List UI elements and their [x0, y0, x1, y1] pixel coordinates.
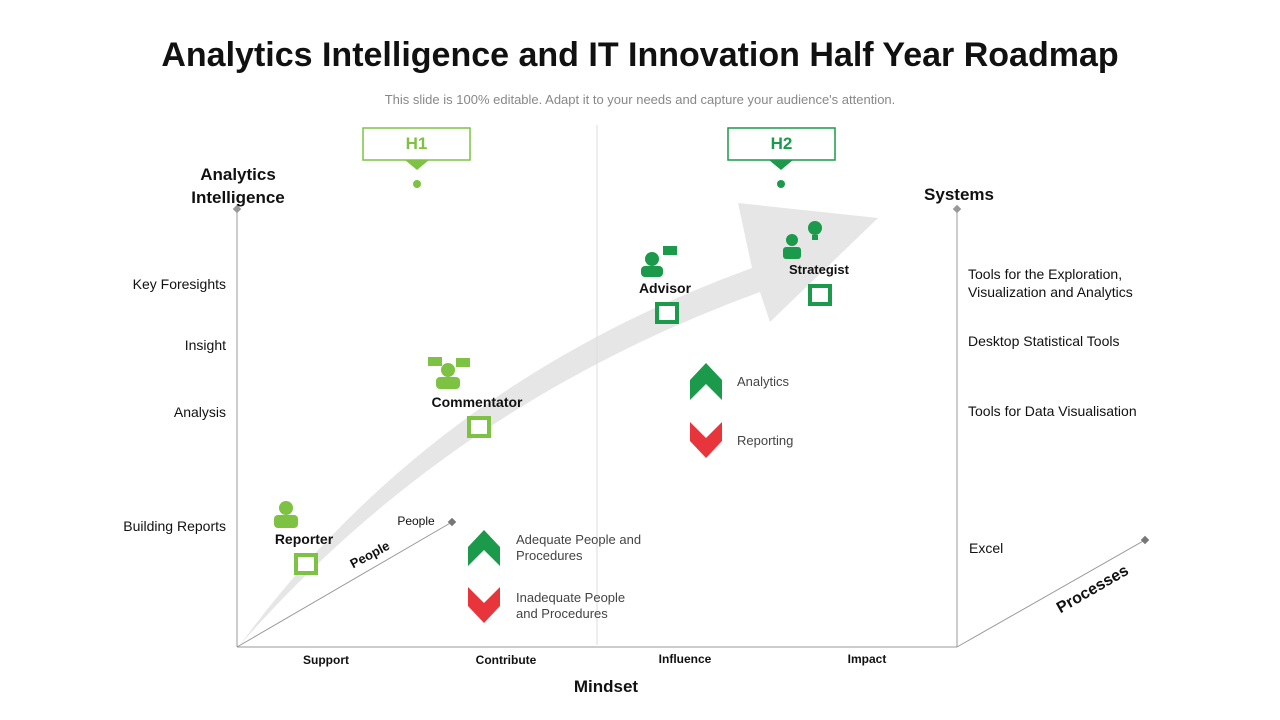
- h2-dot: [777, 180, 785, 188]
- axis-end-label: People: [397, 514, 435, 528]
- axis-end: [952, 204, 962, 214]
- role-marker: [808, 284, 832, 306]
- role-label: Reporter: [274, 531, 334, 547]
- h1-pointer: [405, 160, 429, 170]
- commentator-icon: [428, 357, 470, 389]
- title: Analytics Intelligence and IT Innovation…: [161, 36, 1119, 74]
- level-label: Building Reports: [123, 518, 226, 534]
- half-label: H1: [405, 134, 428, 153]
- axis-end: [447, 517, 457, 527]
- down-chevron: [690, 422, 722, 458]
- level-label: Tools for Data Visualisation: [968, 403, 1137, 419]
- subtitle: This slide is 100% editable. Adapt it to…: [384, 92, 896, 107]
- role-marker: [294, 553, 318, 575]
- axis-end: [1140, 535, 1150, 545]
- down-chevron: [468, 587, 500, 623]
- progress-arrow: [240, 203, 878, 645]
- level-label: Key Foresights: [132, 276, 226, 292]
- level-label: Tools for the Exploration, Visualization…: [968, 266, 1133, 300]
- axis-title: Mindset: [573, 677, 639, 696]
- processes-axis: [956, 539, 1146, 648]
- h1-box: [362, 127, 471, 161]
- level-label: Analysis: [173, 404, 226, 420]
- role-label: Commentator: [431, 394, 523, 410]
- people-axis: [236, 521, 453, 648]
- reporter-icon: [274, 501, 298, 528]
- role-marker: [655, 302, 679, 324]
- advisor-icon: [641, 246, 677, 277]
- axis-title: Systems: [924, 185, 994, 204]
- axis-end: [232, 204, 242, 214]
- level-label: Insight: [184, 337, 226, 353]
- legend-label: Adequate People and Procedures: [516, 532, 642, 563]
- role-label: Advisor: [638, 280, 692, 296]
- up-chevron: [690, 363, 722, 400]
- mindset-label: Contribute: [475, 653, 537, 667]
- h2-pointer: [769, 160, 793, 170]
- level-label: Desktop Statistical Tools: [968, 333, 1120, 349]
- level-label: Excel: [969, 540, 1004, 556]
- role-marker: [467, 416, 491, 438]
- legend-label: Reporting: [737, 433, 794, 448]
- mindset-label: Support: [303, 653, 349, 667]
- mindset-label: Influence: [658, 652, 712, 666]
- role-label: Strategist: [789, 262, 849, 277]
- axis-title: Analytics Intelligence: [191, 165, 285, 207]
- half-label: H2: [770, 134, 793, 153]
- h1-dot: [413, 180, 421, 188]
- up-chevron: [468, 530, 500, 566]
- strategist-icon: [783, 221, 822, 259]
- mindset-label: Impact: [847, 652, 887, 666]
- legend-label: Analytics: [737, 374, 790, 389]
- legend-label: Inadequate People and Procedures: [516, 590, 626, 621]
